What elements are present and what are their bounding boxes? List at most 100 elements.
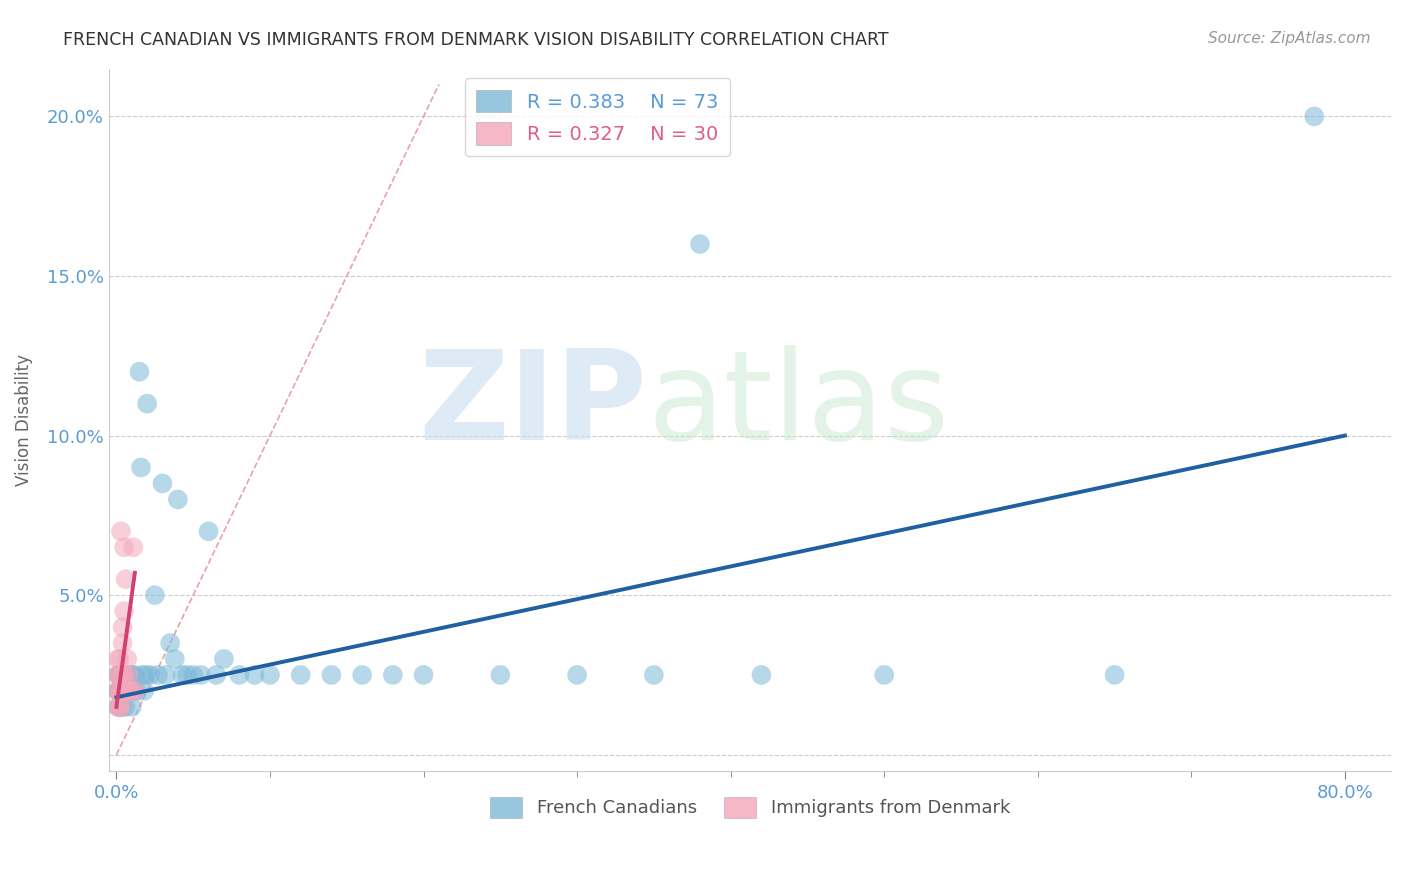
Point: [163, 652, 186, 666]
Point: [228, 668, 250, 682]
Point: [321, 668, 343, 682]
Text: atlas: atlas: [647, 345, 949, 466]
Point: [129, 460, 152, 475]
Point: [120, 684, 142, 698]
Point: [121, 684, 143, 698]
Point: [112, 668, 135, 682]
Point: [112, 668, 135, 682]
Point: [124, 668, 146, 682]
Point: [122, 684, 145, 698]
Point: [108, 668, 131, 682]
Point: [107, 699, 129, 714]
Point: [112, 541, 135, 555]
Point: [111, 668, 134, 682]
Point: [136, 397, 159, 411]
Point: [152, 476, 174, 491]
Point: [121, 699, 143, 714]
Point: [110, 524, 132, 539]
Point: [110, 684, 132, 698]
Point: [120, 668, 142, 682]
Point: [108, 652, 131, 666]
Point: [181, 668, 204, 682]
Point: [118, 684, 141, 698]
Point: [112, 684, 135, 698]
Point: [108, 684, 131, 698]
Point: [155, 668, 177, 682]
Point: [111, 668, 134, 682]
Point: [107, 668, 129, 682]
Point: [108, 668, 131, 682]
Point: [132, 684, 155, 698]
Point: [1104, 668, 1126, 682]
Point: [111, 699, 134, 714]
Point: [159, 636, 181, 650]
Point: [110, 699, 132, 714]
Point: [139, 668, 162, 682]
Point: [205, 668, 228, 682]
Point: [107, 699, 129, 714]
Point: [259, 668, 281, 682]
Point: [124, 684, 146, 698]
Point: [115, 668, 138, 682]
Point: [107, 684, 129, 698]
Point: [110, 668, 132, 682]
Point: [643, 668, 665, 682]
Point: [107, 684, 129, 698]
Text: Source: ZipAtlas.com: Source: ZipAtlas.com: [1208, 31, 1371, 46]
Point: [111, 684, 134, 698]
Point: [114, 668, 136, 682]
Point: [108, 684, 131, 698]
Point: [107, 668, 129, 682]
Point: [143, 588, 166, 602]
Point: [128, 365, 150, 379]
Point: [108, 684, 131, 698]
Point: [111, 636, 134, 650]
Point: [111, 684, 134, 698]
Point: [135, 668, 157, 682]
Point: [110, 699, 132, 714]
Point: [873, 668, 896, 682]
Point: [112, 684, 135, 698]
Point: [114, 684, 136, 698]
Point: [197, 524, 219, 539]
Point: [290, 668, 312, 682]
Point: [125, 684, 148, 698]
Point: [122, 541, 145, 555]
Point: [565, 668, 588, 682]
Point: [243, 668, 266, 682]
Point: [176, 668, 198, 682]
Point: [121, 668, 143, 682]
Point: [108, 699, 131, 714]
Point: [172, 668, 194, 682]
Point: [108, 684, 131, 698]
Point: [107, 684, 129, 698]
Point: [118, 668, 141, 682]
Point: [146, 668, 169, 682]
Point: [110, 684, 132, 698]
Point: [751, 668, 773, 682]
Point: [489, 668, 512, 682]
Point: [110, 684, 132, 698]
Point: [114, 684, 136, 698]
Point: [112, 604, 135, 618]
Point: [190, 668, 212, 682]
Point: [121, 684, 143, 698]
Point: [107, 652, 129, 666]
Point: [689, 237, 711, 252]
Point: [115, 684, 138, 698]
Point: [131, 668, 153, 682]
Point: [111, 684, 134, 698]
Point: [412, 668, 434, 682]
Point: [115, 684, 138, 698]
Point: [120, 684, 142, 698]
Point: [166, 492, 188, 507]
Legend: French Canadians, Immigrants from Denmark: French Canadians, Immigrants from Denmar…: [482, 789, 1018, 825]
Point: [108, 699, 131, 714]
Point: [212, 652, 235, 666]
Text: ZIP: ZIP: [419, 345, 647, 466]
Point: [115, 684, 138, 698]
Point: [110, 668, 132, 682]
Point: [118, 684, 141, 698]
Point: [352, 668, 374, 682]
Y-axis label: Vision Disability: Vision Disability: [15, 353, 32, 485]
